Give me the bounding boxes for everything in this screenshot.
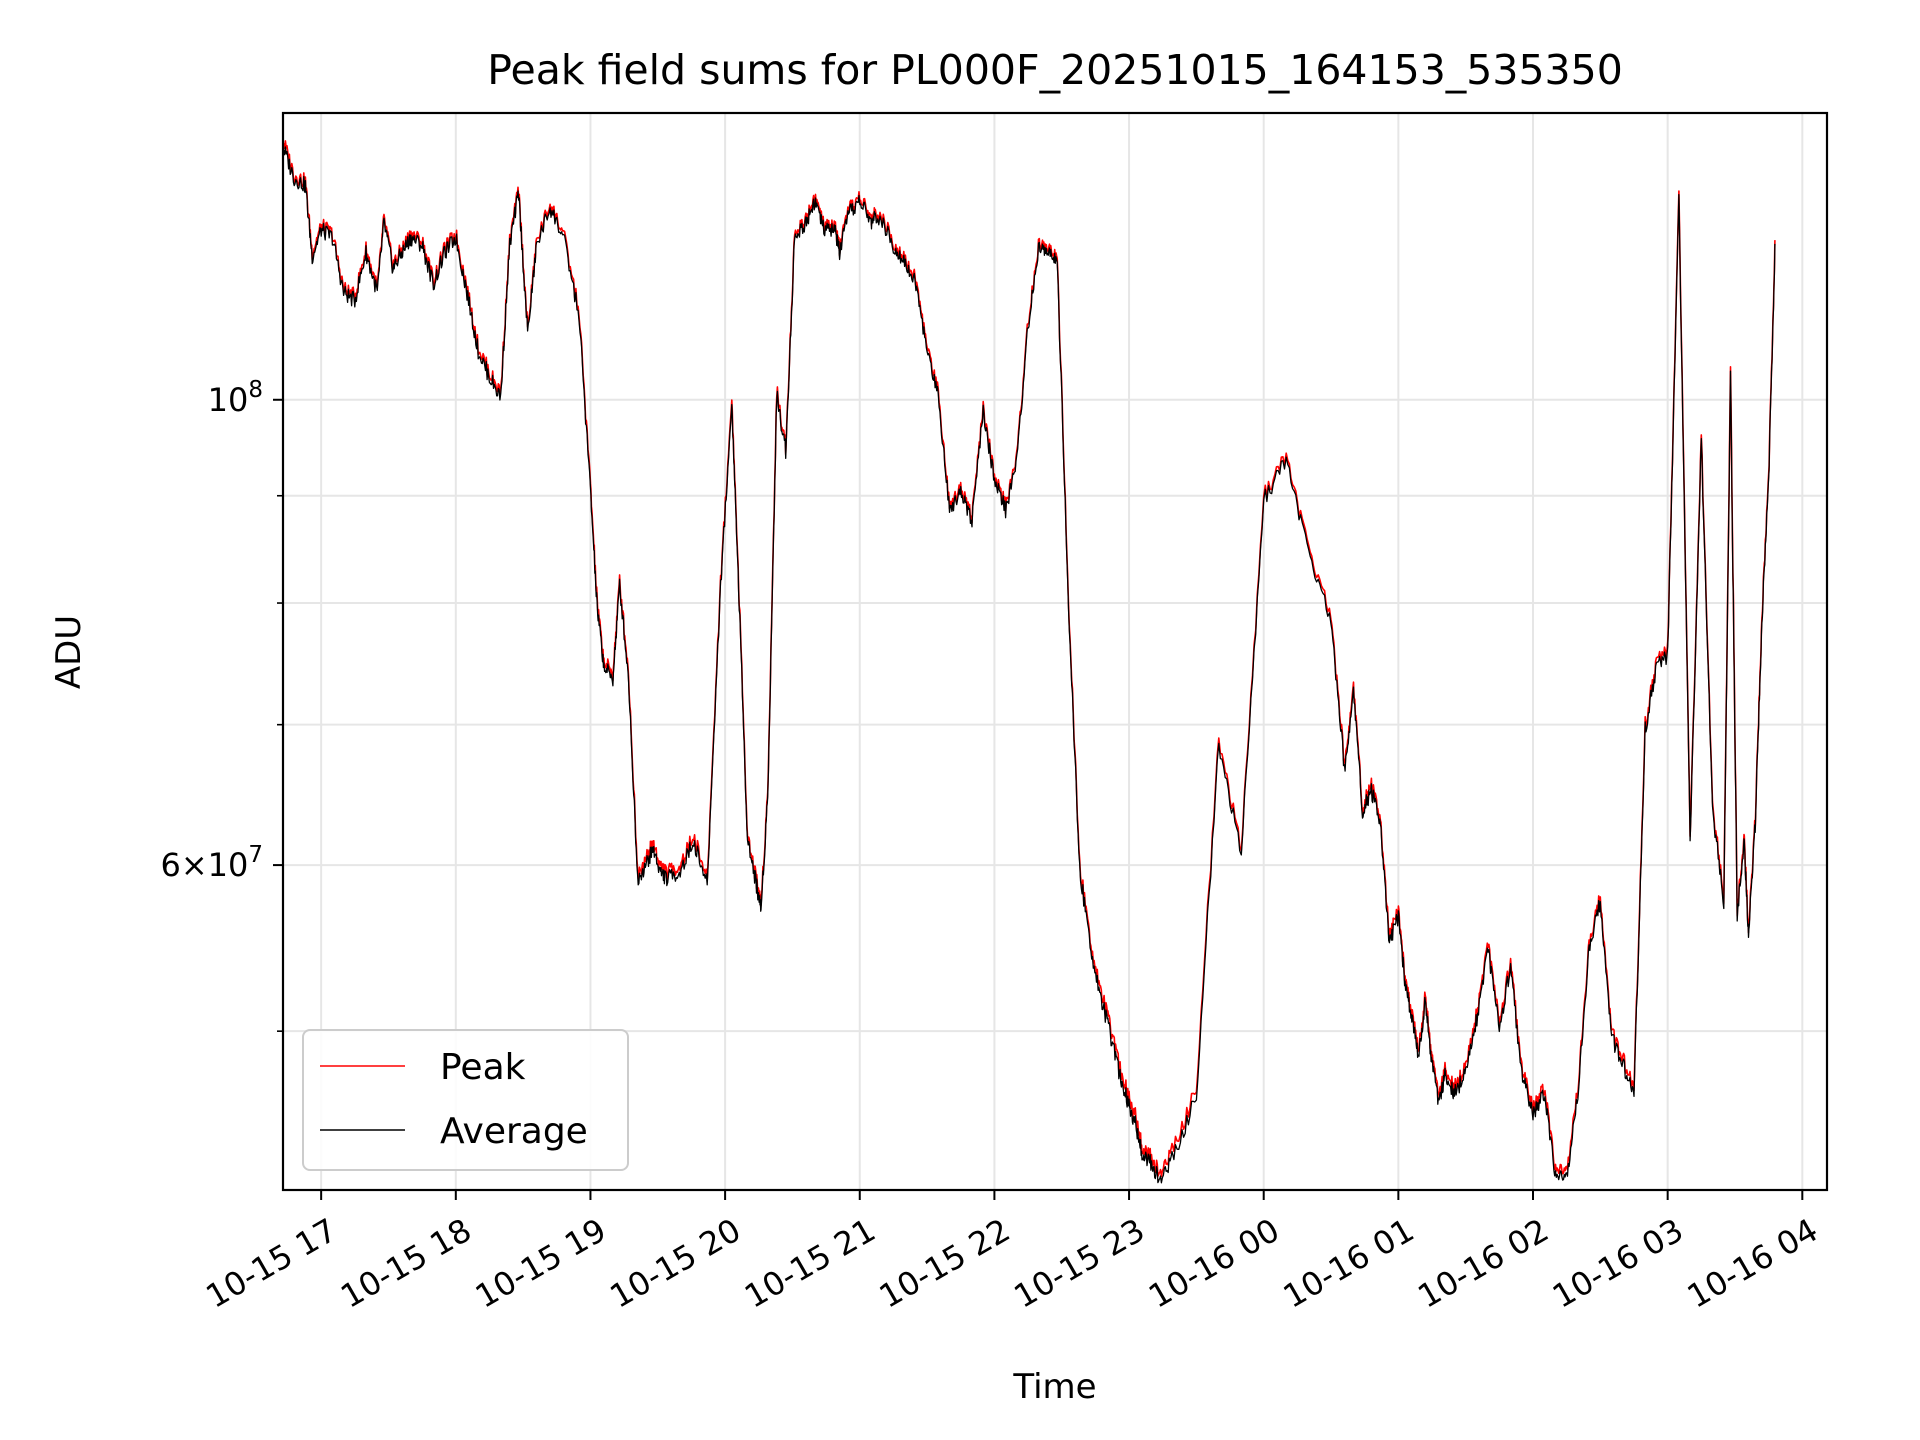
legend: Peak Average bbox=[302, 1029, 629, 1171]
grid bbox=[283, 113, 1827, 1190]
legend-label-average: Average bbox=[440, 1111, 588, 1152]
legend-label-peak: Peak bbox=[440, 1047, 526, 1088]
series-line-average bbox=[283, 146, 1776, 1184]
plot-area-frame bbox=[281, 111, 1829, 1192]
y-axis-title: ADU bbox=[49, 615, 89, 689]
y-tick-label: 108 bbox=[208, 377, 263, 419]
legend-box bbox=[302, 1029, 629, 1171]
series-layer bbox=[283, 140, 1776, 1184]
chart-title: Peak field sums for PL000F_20251015_1641… bbox=[487, 46, 1623, 94]
y-tick-label: 6×107 bbox=[160, 842, 263, 884]
x-axis-title: Time bbox=[1012, 1367, 1096, 1407]
